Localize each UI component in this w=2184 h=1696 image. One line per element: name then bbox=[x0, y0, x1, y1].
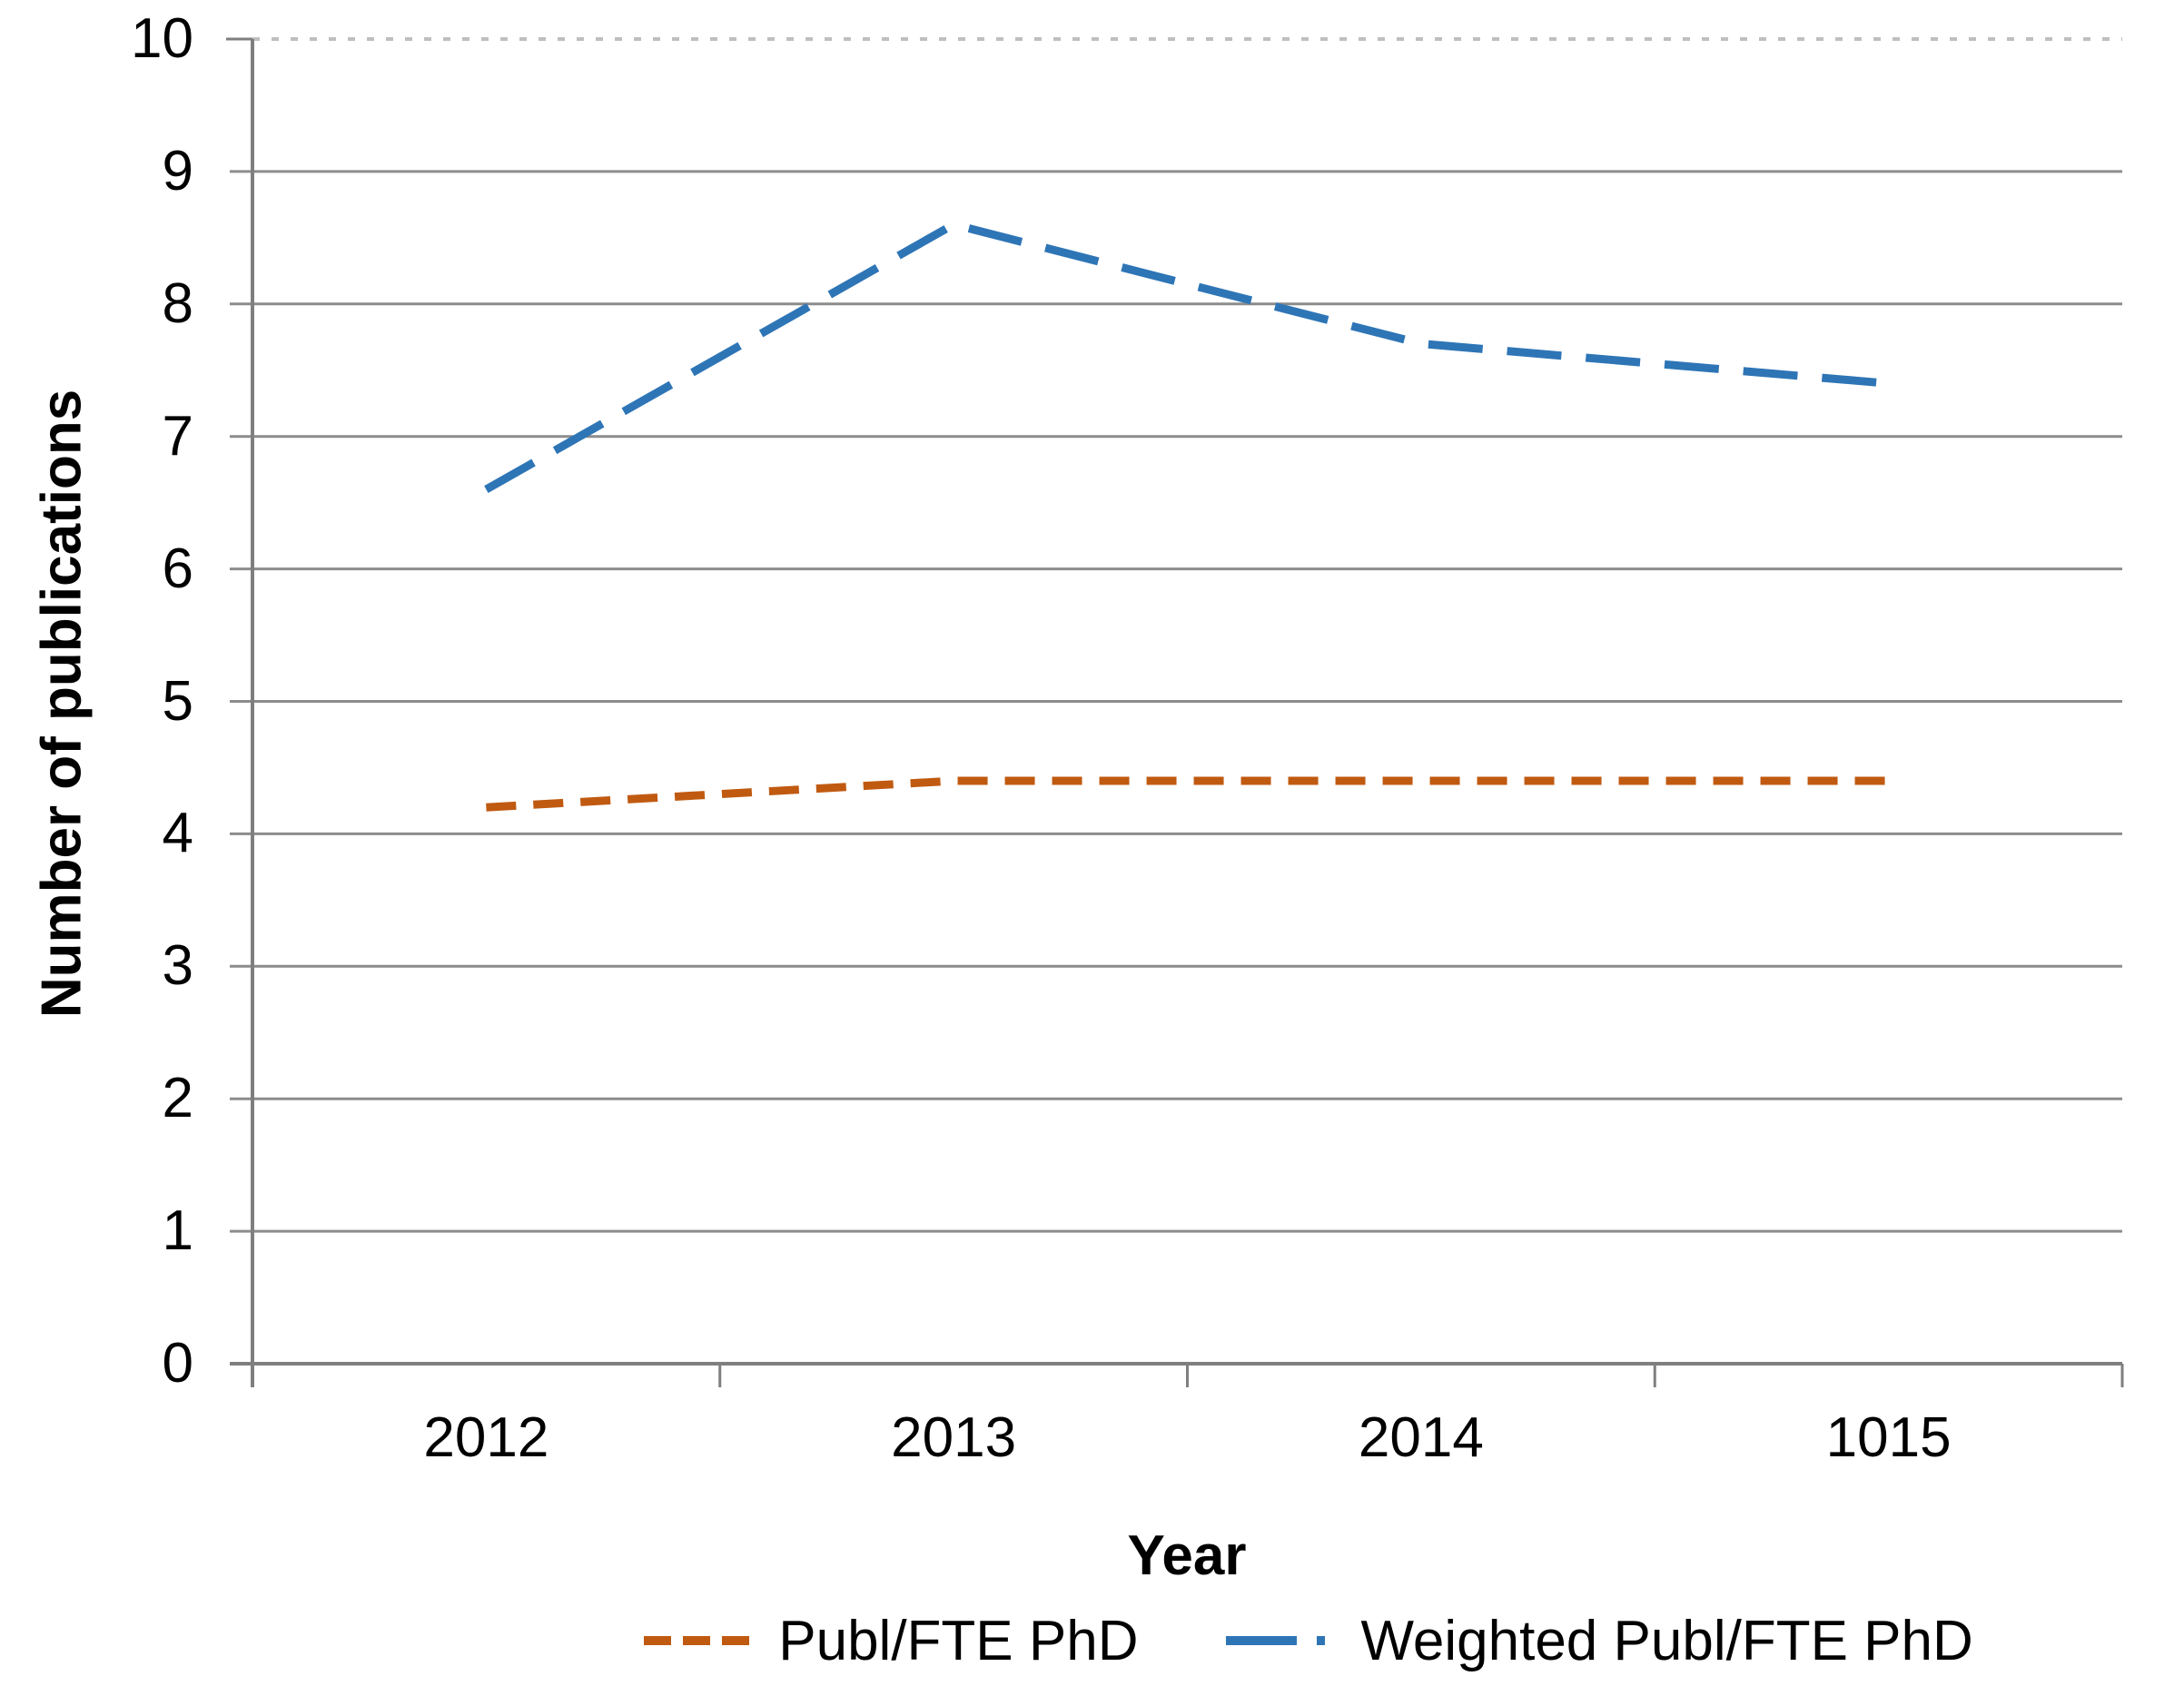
x-tick-label: 2013 bbox=[891, 1406, 1017, 1469]
y-tick-label: 10 bbox=[131, 7, 193, 70]
legend-item: Publ/FTE PhD bbox=[642, 1609, 1138, 1673]
x-tick-label: 2012 bbox=[423, 1406, 549, 1469]
y-tick-label: 9 bbox=[162, 139, 193, 202]
y-tick-label: 7 bbox=[162, 404, 193, 468]
y-tick-label: 3 bbox=[162, 934, 193, 998]
legend-item-label: Weighted Publ/FTE PhD bbox=[1360, 1609, 1973, 1672]
x-tick-label: 2014 bbox=[1358, 1406, 1484, 1469]
legend-swatch-dashed-line-icon bbox=[1226, 1636, 1343, 1645]
series-line-short-dash bbox=[486, 776, 1889, 812]
y-tick-label: 8 bbox=[162, 271, 193, 335]
legend-item: Weighted Publ/FTE PhD bbox=[1224, 1609, 1973, 1673]
legend-swatch-dashed-line-icon bbox=[644, 1636, 761, 1645]
y-axis-title: Number of publications bbox=[30, 389, 94, 1019]
y-tick-label: 2 bbox=[162, 1067, 193, 1130]
y-tick-label: 5 bbox=[162, 669, 193, 733]
x-axis-title: Year bbox=[1127, 1524, 1247, 1587]
x-tick-label: 1015 bbox=[1825, 1406, 1952, 1469]
y-tick-label: 6 bbox=[162, 537, 193, 600]
legend-item-label: Publ/FTE PhD bbox=[778, 1609, 1139, 1672]
y-tick-label: 0 bbox=[162, 1332, 193, 1395]
series-line-long-dash bbox=[484, 220, 1890, 493]
legend: Publ/FTE PhD Weighted Publ/FTE PhD bbox=[445, 1600, 2170, 1681]
y-tick-label: 4 bbox=[162, 802, 193, 865]
y-tick-label: 1 bbox=[162, 1199, 193, 1263]
